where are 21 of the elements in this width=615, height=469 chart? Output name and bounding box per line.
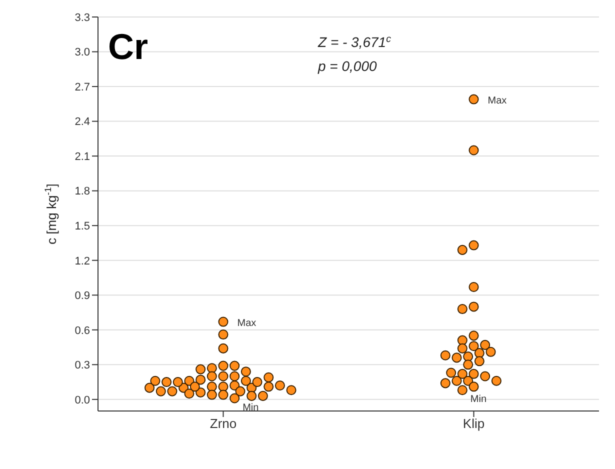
y-tick-label: 1.5 (74, 220, 90, 232)
y-tick-label: 2.1 (74, 150, 90, 163)
y-tick-label: 1.2 (74, 255, 90, 268)
y-tick-label: 3.0 (74, 46, 90, 59)
x-tick-label: Klip (462, 416, 485, 432)
y-tick-label: 2.4 (74, 116, 90, 128)
y-tick-label: 0.3 (74, 360, 90, 372)
y-tick-label: 0.0 (74, 394, 90, 406)
annotation: Min (470, 394, 487, 406)
y-tick-label: 2.7 (74, 81, 90, 94)
annotation: Min (242, 402, 259, 414)
y-tick-label: 3.3 (74, 12, 90, 24)
annotation: Max (488, 95, 507, 106)
y-tick-label: 1.8 (74, 186, 90, 198)
annotation: Max (237, 318, 256, 329)
y-tick-label: 0.9 (74, 290, 90, 302)
x-tick-label: Zrno (210, 416, 237, 432)
annotation: p = 0,000 (317, 58, 377, 74)
annotation: Z = - 3,671$^{c}$ (317, 34, 392, 50)
annotation: Cr (108, 26, 148, 67)
y-tick-label: 0.6 (74, 324, 90, 337)
